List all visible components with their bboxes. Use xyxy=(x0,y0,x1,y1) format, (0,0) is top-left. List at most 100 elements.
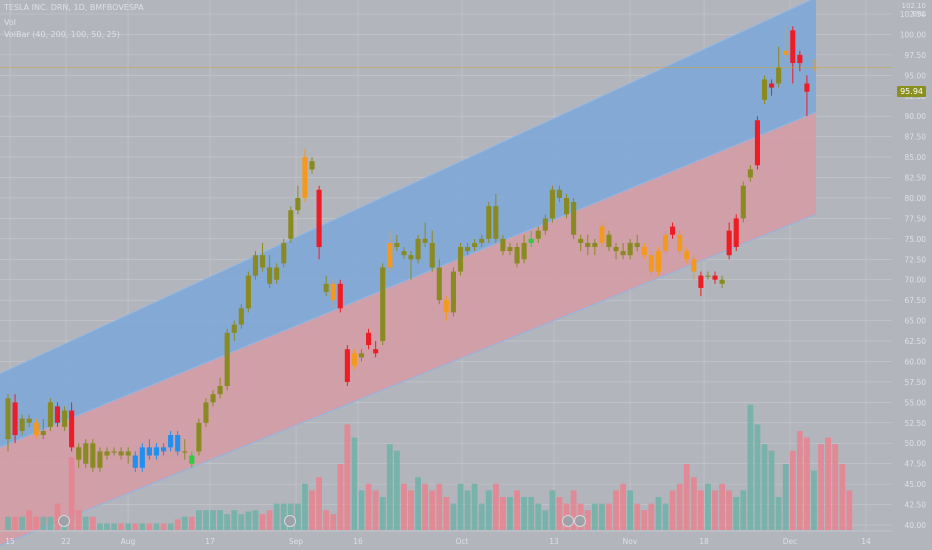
y-tick-label: 82.50 xyxy=(905,174,927,183)
y-tick-label: 65.00 xyxy=(905,317,927,326)
candle-body xyxy=(754,120,760,166)
candle-body xyxy=(599,226,605,243)
price-axis[interactable]: 102.50100.0097.5095.0092.5090.0087.5085.… xyxy=(900,2,926,530)
candle-body xyxy=(12,402,18,436)
x-tick-label: 13 xyxy=(549,537,559,546)
candle-body xyxy=(415,238,421,260)
candle-body xyxy=(726,230,732,256)
candle-body xyxy=(5,398,11,440)
event-marker-icon xyxy=(284,515,296,527)
candle-body xyxy=(797,54,803,64)
volume-bar xyxy=(606,503,612,530)
volume-bar xyxy=(245,511,252,530)
y-tick-label: 90.00 xyxy=(905,112,927,121)
event-markers[interactable] xyxy=(58,515,586,527)
volume-legend[interactable]: Vol xyxy=(4,18,16,27)
volume-bar xyxy=(514,490,520,530)
candle-body xyxy=(47,402,53,427)
candle-body xyxy=(514,247,520,264)
candle-body xyxy=(224,332,230,387)
candle-body xyxy=(281,242,287,264)
volume-bar xyxy=(641,510,648,530)
candle-body xyxy=(655,251,662,272)
volume-bar xyxy=(210,510,216,530)
y-tick-label: 60.00 xyxy=(905,357,927,366)
candle-body xyxy=(104,451,110,456)
candle-body xyxy=(733,218,739,248)
volume-bars xyxy=(5,404,853,530)
candle-body xyxy=(698,275,704,288)
volume-bar xyxy=(549,490,556,530)
volume-bar xyxy=(68,457,75,530)
volume-bar xyxy=(82,516,89,530)
y-tick-label: 52.50 xyxy=(905,419,927,428)
x-tick-label: 18 xyxy=(699,537,709,546)
candle-body xyxy=(740,185,746,219)
volume-bar xyxy=(422,483,429,530)
candle-body xyxy=(486,206,492,239)
volume-bar xyxy=(591,503,598,530)
candle-body xyxy=(33,422,39,436)
candle-body xyxy=(54,406,61,423)
candle-body xyxy=(373,349,379,354)
symbol-legend[interactable]: TESLA INC. DRN, 1D, BMFBOVESPA xyxy=(4,3,144,12)
y-axis-currency: BRL xyxy=(912,10,926,18)
y-tick-label: 70.00 xyxy=(905,276,927,285)
y-tick-label: 80.00 xyxy=(905,194,927,203)
volume-bar xyxy=(89,516,96,530)
volume-bar xyxy=(358,490,365,530)
candle-body xyxy=(26,418,32,423)
volume-bar xyxy=(789,450,796,530)
volume-bar xyxy=(761,444,768,530)
volume-bar xyxy=(832,444,839,530)
volume-bar xyxy=(323,510,330,530)
volume-bar xyxy=(436,483,443,530)
volume-bar xyxy=(415,477,421,530)
time-axis[interactable]: 15 22 Aug 17 Sep 16 Oct 13 Nov 18 Dec 14 xyxy=(0,530,892,546)
candle-body xyxy=(323,283,329,292)
volume-bar xyxy=(464,490,471,530)
y-tick-label: 67.50 xyxy=(905,296,927,305)
candle-body xyxy=(40,430,46,436)
candle-body xyxy=(776,67,782,84)
candle-body xyxy=(507,247,513,252)
candle-body xyxy=(804,83,810,92)
candle-body xyxy=(118,451,124,456)
x-tick-label: 16 xyxy=(353,537,363,546)
volume-bar xyxy=(825,437,832,530)
volume-bar xyxy=(125,523,132,530)
volume-bar xyxy=(217,510,224,530)
candle-body xyxy=(245,275,251,309)
volume-bar xyxy=(181,516,188,530)
y-tick-label: 85.00 xyxy=(905,153,927,162)
candle-body xyxy=(684,251,690,260)
volume-bar xyxy=(408,490,414,530)
candle-body xyxy=(69,410,75,448)
indicator-legend[interactable]: VolBar (40, 200, 100, 50, 25) xyxy=(4,30,120,39)
candle-body xyxy=(132,455,138,468)
volume-bar xyxy=(839,464,846,530)
volume-bar xyxy=(811,470,817,530)
candle-body xyxy=(160,447,167,452)
volume-bar xyxy=(266,510,273,530)
candle-body xyxy=(394,242,400,248)
candle-body xyxy=(252,255,259,276)
volume-bar xyxy=(598,503,605,530)
volume-bar xyxy=(733,497,740,530)
candle-body xyxy=(238,308,244,325)
candle-body xyxy=(316,189,322,248)
volume-bar xyxy=(344,424,351,530)
candle-body xyxy=(571,202,577,235)
volume-bar xyxy=(528,497,535,530)
x-tick-label: Nov xyxy=(623,537,638,546)
candle-body xyxy=(465,247,471,252)
volume-bar xyxy=(224,514,231,530)
candle-body xyxy=(196,422,202,452)
y-tick-label: 42.50 xyxy=(905,501,927,510)
candle-body xyxy=(210,394,216,403)
candle-body xyxy=(783,50,789,55)
volume-bar xyxy=(238,514,245,530)
candle-body xyxy=(719,279,725,284)
candle-body xyxy=(380,267,386,342)
